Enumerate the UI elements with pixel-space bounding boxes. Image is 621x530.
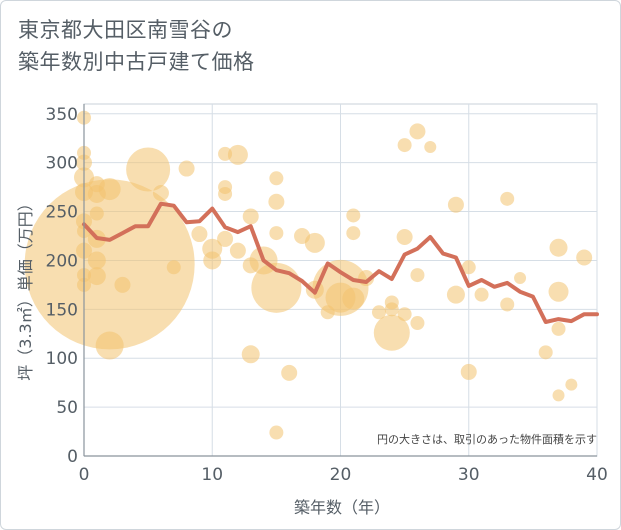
chart-title: 東京都大田区南雪谷の 築年数別中古戸建て価格	[18, 14, 255, 78]
bubble-point	[178, 160, 195, 177]
bubble-point	[342, 287, 365, 310]
bubble-point	[218, 146, 233, 161]
bubble-point	[410, 316, 425, 331]
bubble-point	[373, 314, 410, 351]
chart-title-line-2: 築年数別中古戸建て価格	[18, 50, 255, 74]
bubble-point	[396, 228, 413, 245]
bubble-point	[241, 345, 260, 364]
bubble-point	[166, 260, 181, 275]
bubble-point	[397, 138, 412, 153]
y-tick-label: 0	[67, 447, 78, 467]
x-axis-label: 築年数（年）	[294, 498, 390, 517]
bubble-point	[320, 305, 335, 320]
bubble-point	[152, 184, 169, 201]
chart-title-line-1: 東京都大田区南雪谷の	[18, 18, 233, 42]
bubble-point	[552, 389, 565, 402]
x-tick-label: 10	[201, 465, 223, 485]
bubble-point	[460, 363, 477, 380]
y-tick-label: 50	[56, 398, 78, 418]
bubble-point	[87, 251, 106, 270]
bubble-point	[87, 267, 106, 286]
y-tick-label: 150	[46, 300, 78, 320]
bubble-point	[346, 208, 361, 223]
y-tick-label: 250	[46, 203, 78, 223]
bubble-point	[281, 364, 298, 381]
bubble-point	[514, 272, 527, 285]
bubble-point	[474, 287, 489, 302]
average-price-line	[82, 201, 599, 324]
bubble-point	[242, 208, 259, 225]
x-tick-label: 0	[79, 465, 90, 485]
bubble-point	[304, 232, 325, 253]
bubble-point	[461, 260, 476, 275]
bubble-point	[114, 276, 131, 293]
bubble-point	[410, 268, 425, 283]
trend-line-series	[82, 201, 599, 324]
bubble-point	[126, 147, 171, 192]
bubble-point	[424, 141, 437, 154]
bubble-point	[549, 238, 568, 257]
y-tick-label: 200	[46, 251, 78, 271]
bubble-point	[409, 123, 426, 140]
y-axis-label: 坪（3.3㎡）単価（万円）	[16, 195, 35, 380]
bubble-point	[346, 226, 361, 241]
bubble-point	[576, 249, 593, 266]
tick-labels: 0 50 100 150 200 250 300 350 0 10 20 30 40	[46, 105, 608, 485]
bubble-point	[269, 226, 284, 241]
bubble-point	[538, 345, 553, 360]
size-note: 円の大きさは、取引のあった物件面積を示す	[377, 432, 597, 446]
bubble-point	[227, 144, 248, 165]
bubble-point	[446, 285, 465, 304]
bubble-point	[229, 242, 246, 259]
axes	[83, 104, 597, 457]
bubble-point	[397, 307, 412, 322]
bubble-point	[89, 206, 104, 221]
bubble-point	[95, 331, 124, 360]
bubble-point	[500, 297, 515, 312]
bubble-point	[203, 251, 222, 270]
y-tick-label: 350	[46, 105, 78, 125]
bubble-point	[384, 302, 399, 317]
x-tick-label: 20	[330, 465, 352, 485]
bubble-point	[268, 193, 285, 210]
bubble-point	[217, 230, 234, 247]
bubble-point	[218, 186, 233, 201]
bubble-point	[269, 171, 284, 186]
bubble-point	[371, 305, 386, 320]
bubble-point	[447, 196, 464, 213]
bubble-point	[548, 281, 569, 302]
bubble-point	[551, 321, 566, 336]
bubble-point	[294, 228, 311, 244]
bubble-point	[269, 425, 284, 440]
bubble-point	[191, 226, 208, 243]
y-tick-label: 100	[46, 349, 78, 369]
bubble-point	[88, 176, 105, 193]
bubble-point	[500, 191, 515, 206]
bubble-point	[565, 378, 578, 391]
x-tick-label: 30	[458, 465, 480, 485]
y-tick-label: 300	[46, 154, 78, 174]
bubble-point	[242, 257, 259, 274]
x-tick-label: 40	[586, 465, 608, 485]
